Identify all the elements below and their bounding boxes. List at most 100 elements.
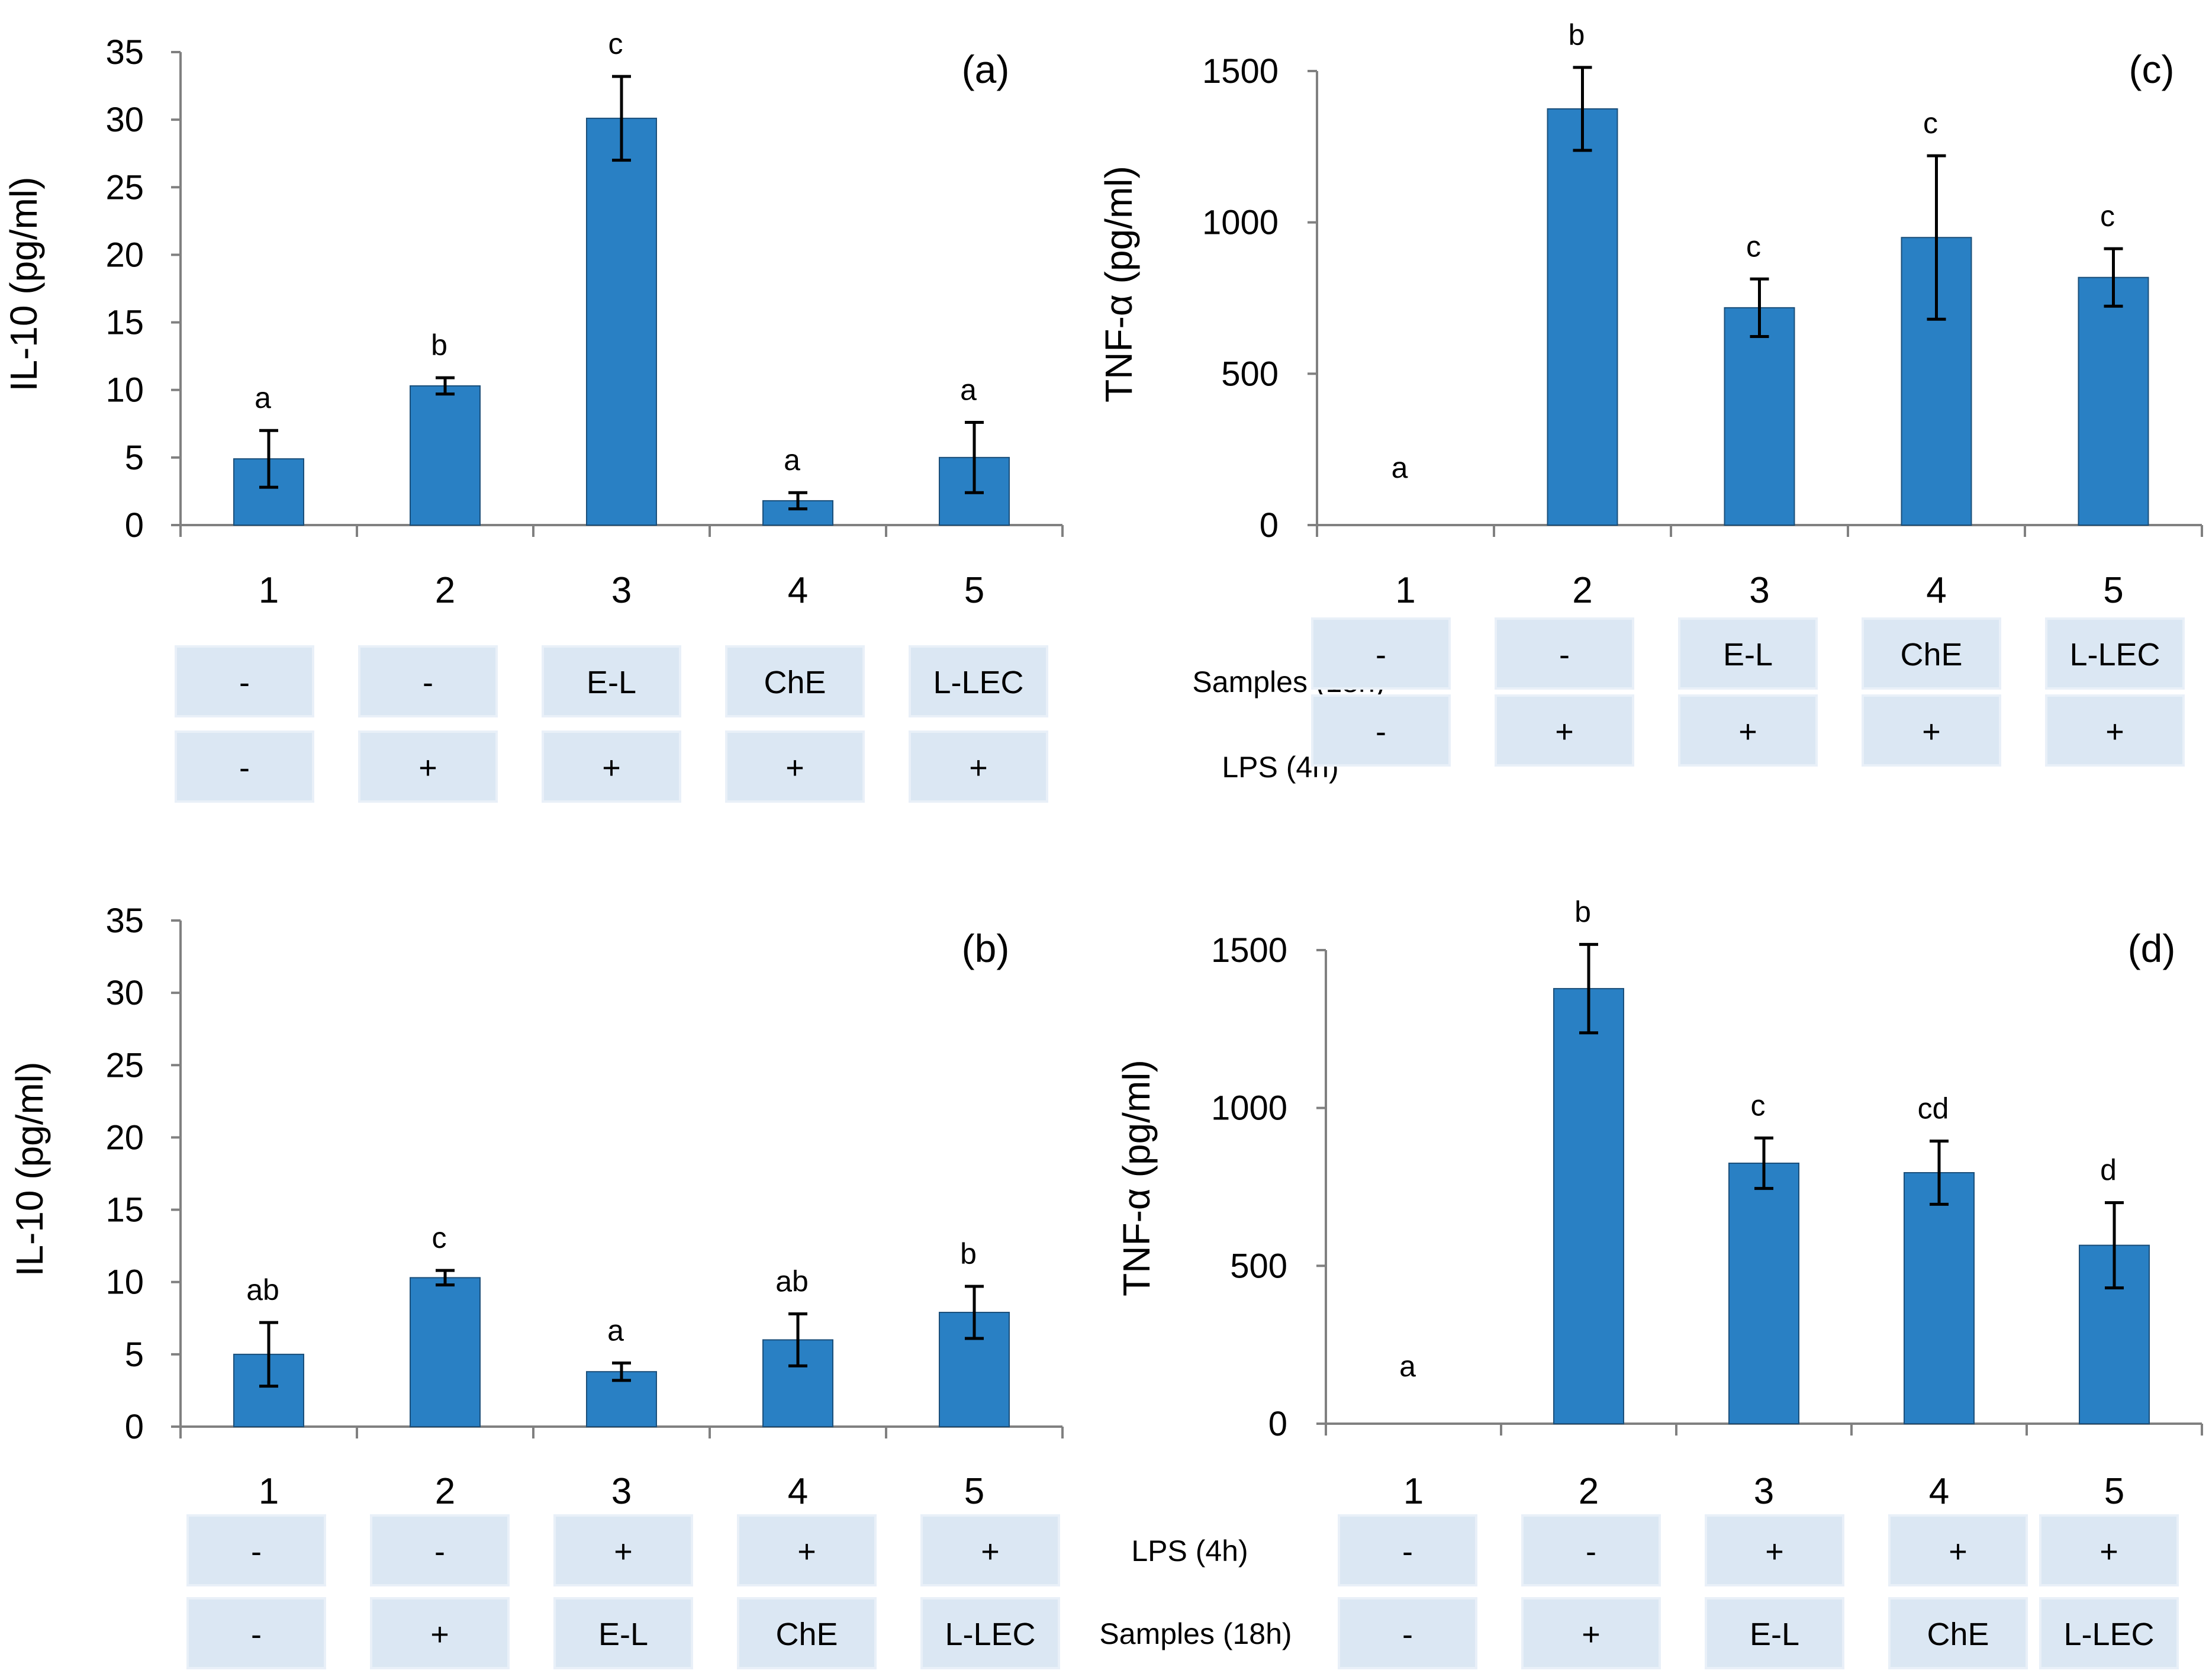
condition-cell-text: - bbox=[1402, 1534, 1413, 1569]
condition-cell-text: - bbox=[251, 1617, 262, 1652]
y-tick-label: 20 bbox=[105, 1118, 144, 1157]
category-label: 4 bbox=[788, 570, 808, 611]
panel-label: (d) bbox=[2128, 926, 2176, 970]
significance-letter: b bbox=[431, 329, 447, 362]
significance-letter: c bbox=[1751, 1089, 1766, 1122]
condition-cell bbox=[358, 645, 498, 717]
condition-cell bbox=[1521, 1514, 1661, 1586]
condition-cell-text: - bbox=[1402, 1617, 1413, 1652]
condition-cell bbox=[370, 1597, 510, 1669]
category-label: 4 bbox=[788, 1471, 808, 1512]
y-tick-label: 15 bbox=[105, 304, 144, 342]
condition-cell bbox=[1521, 1597, 1661, 1669]
significance-letter: b bbox=[960, 1237, 977, 1270]
y-tick-label: 0 bbox=[1268, 1405, 1287, 1443]
chart-panel-a: 0 5 10 15 20 25 30 35 a 1 b 2 c 3 a 4 a 5 IL-10 (pg/ml) (a)… bbox=[2, 27, 1385, 803]
panel-label: (b) bbox=[962, 926, 1010, 970]
y-tick-label: 35 bbox=[105, 33, 144, 72]
condition-cell bbox=[1888, 1514, 2028, 1586]
condition-cell bbox=[358, 730, 498, 803]
condition-cell bbox=[1495, 694, 1634, 767]
condition-cell-text: + bbox=[602, 750, 621, 786]
condition-cell-text: + bbox=[1765, 1534, 1784, 1569]
significance-letter: a bbox=[607, 1314, 624, 1347]
y-tick-label: 500 bbox=[1230, 1247, 1287, 1285]
condition-cell-text: + bbox=[1582, 1617, 1601, 1652]
condition-cell-text: E-L bbox=[598, 1617, 648, 1652]
condition-cell bbox=[909, 645, 1048, 717]
condition-cell bbox=[1495, 617, 1634, 690]
y-tick-label: 10 bbox=[105, 1263, 144, 1302]
condition-cell bbox=[909, 730, 1048, 803]
condition-cell bbox=[370, 1514, 510, 1586]
y-tick-label: 5 bbox=[125, 439, 144, 477]
y-tick-label: 35 bbox=[105, 902, 144, 940]
condition-cell-text: + bbox=[981, 1534, 1000, 1569]
significance-letter: c bbox=[1746, 230, 1761, 263]
condition-cell bbox=[1862, 694, 2001, 767]
significance-letter: b bbox=[1574, 895, 1591, 928]
category-label: 5 bbox=[2104, 1471, 2124, 1512]
condition-cell-text: - bbox=[1559, 637, 1570, 672]
category-label: 5 bbox=[964, 570, 984, 611]
condition-cell bbox=[2039, 1514, 2179, 1586]
condition-cell-text: + bbox=[614, 1534, 633, 1569]
panel-label: (c) bbox=[2129, 47, 2175, 91]
significance-letter: c bbox=[2100, 199, 2115, 233]
category-label: 1 bbox=[259, 570, 279, 611]
category-label: 1 bbox=[1403, 1471, 1424, 1512]
condition-cell bbox=[920, 1514, 1060, 1586]
condition-cell-text: + bbox=[2099, 1534, 2118, 1569]
bar bbox=[233, 458, 304, 526]
condition-cell-text: - bbox=[1376, 637, 1386, 672]
condition-cell bbox=[553, 1597, 693, 1669]
condition-cell-text: E-L bbox=[1750, 1617, 1799, 1652]
condition-cell bbox=[1311, 617, 1451, 690]
y-tick-label: 1000 bbox=[1202, 204, 1279, 242]
significance-letter: ab bbox=[775, 1264, 809, 1298]
condition-cell bbox=[553, 1514, 693, 1586]
condition-cell-text: + bbox=[1555, 714, 1574, 749]
y-tick-label: 0 bbox=[125, 506, 144, 545]
y-tick-label: 10 bbox=[105, 371, 144, 410]
significance-letter: b bbox=[1569, 18, 1585, 52]
condition-cell-text: + bbox=[797, 1534, 816, 1569]
condition-cell bbox=[725, 645, 865, 717]
condition-cell-text: ChE bbox=[775, 1617, 838, 1652]
condition-cell-text: + bbox=[969, 750, 988, 786]
category-label: 3 bbox=[1754, 1471, 1774, 1512]
condition-cell-text: + bbox=[430, 1617, 449, 1652]
bar bbox=[1728, 1163, 1799, 1424]
significance-letter: a bbox=[1392, 451, 1408, 484]
condition-cell-text: L-LEC bbox=[2063, 1617, 2154, 1652]
category-label: 2 bbox=[1579, 1471, 1599, 1512]
condition-cell bbox=[1678, 694, 1818, 767]
condition-cell-text: E-L bbox=[1723, 637, 1773, 672]
chart-panel-d: 0 500 1000 1500 a 1 b 2 c 3 cd 4 d 5 TNF-α (pg/ml) (d) -… bbox=[1115, 895, 2203, 1669]
significance-letter: a bbox=[1399, 1350, 1416, 1383]
condition-cell bbox=[1888, 1597, 2028, 1669]
condition-cell-text: E-L bbox=[587, 665, 636, 700]
significance-letter: d bbox=[2100, 1154, 2117, 1187]
significance-letter: ab bbox=[246, 1273, 279, 1306]
condition-cell bbox=[2045, 694, 2185, 767]
category-label: 5 bbox=[964, 1471, 984, 1512]
condition-cell-text: + bbox=[418, 750, 437, 786]
bar bbox=[1724, 307, 1795, 526]
condition-cell-text: L-LEC bbox=[945, 1617, 1035, 1652]
condition-cell bbox=[920, 1597, 1060, 1669]
condition-cell-text: + bbox=[1738, 714, 1757, 749]
condition-cell bbox=[737, 1514, 877, 1586]
condition-cell-text: - bbox=[239, 665, 250, 700]
condition-cell bbox=[2039, 1597, 2179, 1669]
condition-cell bbox=[1311, 694, 1451, 767]
condition-cell-text: - bbox=[423, 665, 433, 700]
condition-cell bbox=[542, 730, 681, 803]
y-tick-label: 500 bbox=[1221, 355, 1279, 393]
condition-cell-text: ChE bbox=[1900, 637, 1962, 672]
y-tick-label: 0 bbox=[125, 1408, 144, 1446]
y-tick-label: 5 bbox=[125, 1335, 144, 1374]
y-tick-label: 0 bbox=[1260, 506, 1279, 545]
category-label: 3 bbox=[1749, 570, 1769, 611]
